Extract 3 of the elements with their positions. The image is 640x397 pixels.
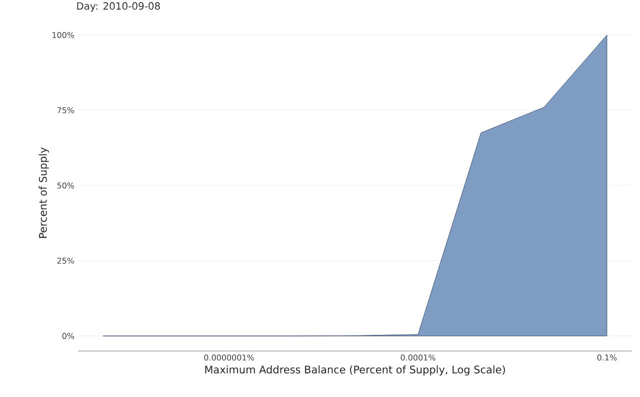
chart-title: Day: 2010-09-08 [77, 2, 160, 12]
y-axis-title: Percent of Supply [38, 147, 49, 238]
x-axis-title: Maximum Address Balance (Percent of Supply, Log Scale) [205, 365, 505, 376]
